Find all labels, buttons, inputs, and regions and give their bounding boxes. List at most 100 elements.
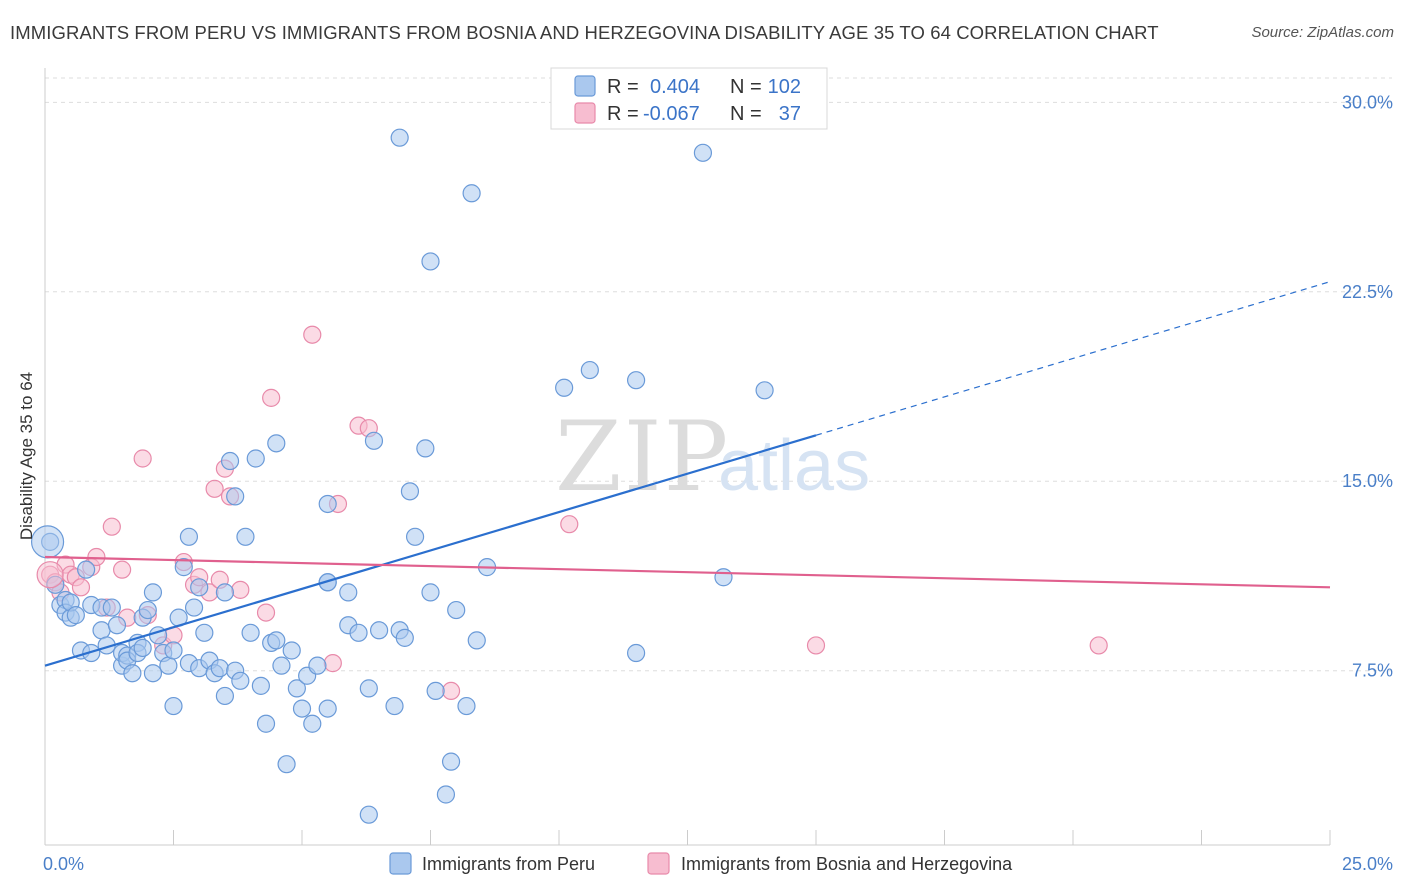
legend-r-value-bosnia: -0.067 bbox=[643, 103, 700, 125]
peru-point bbox=[693, 143, 713, 162]
peru-point bbox=[138, 600, 157, 620]
peru-point bbox=[441, 752, 461, 771]
peru-point bbox=[246, 449, 265, 468]
bosnia-point bbox=[231, 580, 250, 599]
axis-layer bbox=[44, 68, 1331, 846]
bosnia-point bbox=[560, 515, 579, 534]
bosnia-point bbox=[133, 449, 152, 468]
bosnia-point bbox=[441, 681, 461, 701]
peru-point bbox=[436, 785, 456, 804]
peru-point bbox=[251, 676, 270, 695]
bosnia-point bbox=[262, 388, 281, 407]
x-tick-label-start: 0.0% bbox=[43, 854, 84, 874]
trend-layer bbox=[44, 281, 1331, 667]
peru-point bbox=[462, 184, 481, 203]
bosnia-trend-line bbox=[44, 555, 1331, 589]
peru-point bbox=[66, 606, 85, 625]
legend-r-value-peru: 0.404 bbox=[650, 76, 700, 98]
y-tick-label: 30.0% bbox=[1342, 92, 1393, 112]
peru-point bbox=[195, 623, 214, 642]
peru-point bbox=[123, 664, 142, 683]
series-legend-label-bosnia: Immigrants from Bosnia and Herzegovina bbox=[681, 854, 1013, 874]
chart-source: Source: ZipAtlas.com bbox=[1251, 24, 1394, 41]
series-legend-label-peru: Immigrants from Peru bbox=[422, 854, 595, 874]
peru-point bbox=[174, 558, 193, 577]
peru-point bbox=[231, 671, 250, 690]
y-tick-label: 7.5% bbox=[1352, 661, 1393, 681]
peru-point bbox=[364, 431, 384, 450]
peru-point bbox=[339, 583, 358, 602]
peru-point bbox=[164, 696, 183, 716]
peru-point bbox=[179, 527, 199, 546]
legend-swatch-bosnia bbox=[574, 102, 596, 124]
peru-point bbox=[370, 621, 389, 640]
legend-swatch-peru bbox=[574, 75, 596, 97]
y-tick-label: 15.0% bbox=[1342, 471, 1393, 491]
bosnia-point bbox=[323, 654, 342, 673]
peru-point bbox=[107, 616, 127, 635]
peru-trend-extension bbox=[815, 281, 1331, 436]
legend-n-label-bosnia: N = bbox=[730, 103, 762, 125]
peru-point bbox=[287, 679, 306, 698]
chart-title: IMMIGRANTS FROM PERU VS IMMIGRANTS FROM … bbox=[10, 22, 1159, 43]
peru-point bbox=[30, 525, 65, 559]
point-layer bbox=[30, 128, 1108, 824]
peru-point bbox=[92, 621, 111, 640]
legend-r-label-bosnia: R = bbox=[607, 103, 639, 125]
bosnia-point bbox=[112, 560, 132, 579]
peru-point bbox=[236, 527, 255, 546]
legend-n-value-bosnia: 37 bbox=[779, 103, 801, 125]
stats-legend-box bbox=[550, 67, 828, 130]
peru-point bbox=[359, 805, 378, 824]
tick-layer: 7.5% 15.0% 22.5% 30.0% 0.0% 25.0% bbox=[43, 92, 1393, 874]
peru-point bbox=[426, 681, 445, 701]
peru-point bbox=[303, 714, 322, 733]
bosnia-point bbox=[1089, 636, 1108, 655]
peru-point bbox=[755, 381, 774, 400]
peru-point bbox=[626, 371, 646, 390]
series-legend-swatch-bosnia bbox=[647, 852, 670, 875]
peru-point bbox=[282, 641, 301, 660]
legend-n-value-peru: 102 bbox=[768, 76, 801, 98]
bosnia-point bbox=[205, 479, 224, 498]
peru-point bbox=[714, 568, 733, 587]
bosnia-point bbox=[36, 561, 64, 589]
peru-point bbox=[226, 487, 245, 506]
peru-point bbox=[215, 686, 234, 706]
peru-point bbox=[190, 578, 209, 597]
peru-point bbox=[555, 378, 574, 397]
peru-point bbox=[580, 360, 599, 380]
bosnia-point bbox=[71, 578, 91, 597]
y-tick-label: 22.5% bbox=[1342, 282, 1393, 302]
peru-point bbox=[159, 656, 178, 675]
stats-legend: R = 0.404 N = 102 R = -0.067 N = 37 bbox=[550, 67, 828, 130]
watermark-atlas: atlas bbox=[718, 426, 870, 506]
peru-point bbox=[143, 664, 163, 683]
peru-point bbox=[184, 598, 204, 617]
peru-point bbox=[256, 714, 276, 733]
bosnia-point bbox=[102, 517, 121, 536]
peru-point bbox=[318, 494, 337, 514]
peru-point bbox=[241, 623, 260, 642]
y-axis-label: Disability Age 35 to 64 bbox=[17, 372, 36, 540]
peru-point bbox=[220, 451, 240, 471]
peru-point bbox=[400, 482, 420, 501]
peru-point bbox=[77, 560, 96, 579]
peru-point bbox=[405, 527, 425, 546]
peru-point bbox=[416, 439, 435, 458]
peru-point bbox=[457, 696, 476, 716]
peru-point bbox=[267, 434, 286, 453]
peru-point bbox=[318, 699, 337, 718]
peru-point bbox=[292, 699, 312, 718]
peru-point bbox=[626, 643, 646, 663]
peru-point bbox=[447, 600, 466, 620]
peru-point bbox=[308, 656, 327, 675]
watermark-zip: ZIP bbox=[555, 401, 730, 513]
x-tick-label-end: 25.0% bbox=[1342, 854, 1393, 874]
bosnia-point bbox=[303, 325, 322, 344]
bosnia-point bbox=[806, 636, 826, 655]
peru-trend-line bbox=[44, 434, 817, 667]
peru-point bbox=[133, 638, 152, 658]
peru-point bbox=[421, 252, 440, 271]
peru-point bbox=[82, 643, 101, 663]
